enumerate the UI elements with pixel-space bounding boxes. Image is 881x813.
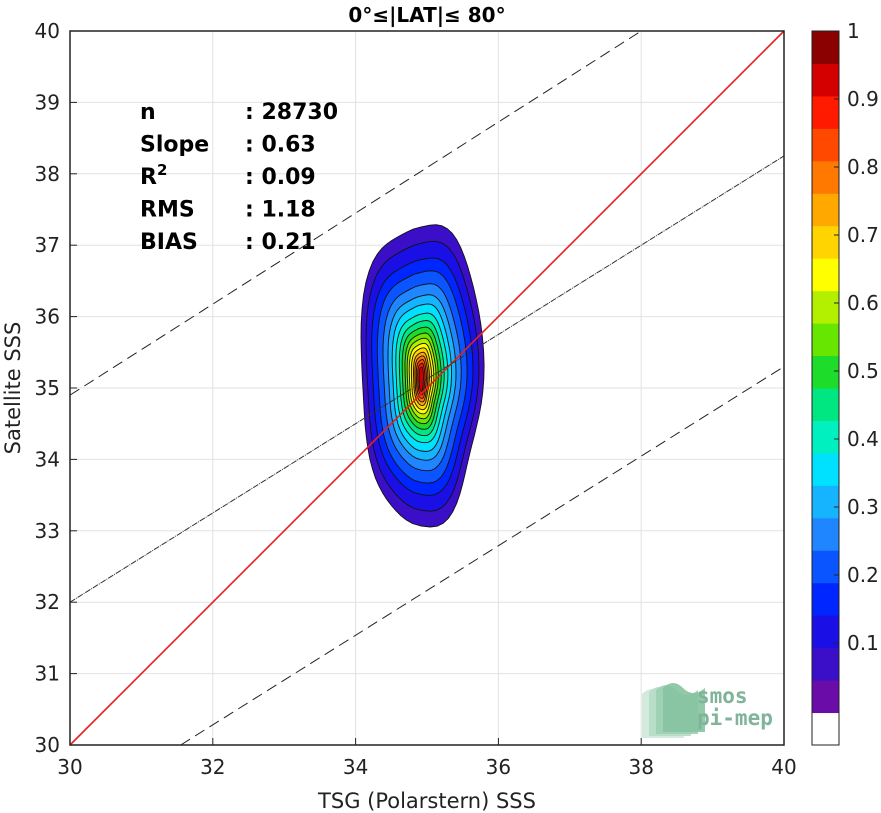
statistics-box: n : 28730 Slope : 0.63 R2 : 0.09 RMS : 1.18 BIAS… [140,100,338,255]
colorbar-swatch [812,355,839,389]
y-tick-label: 38 [35,162,60,186]
x-tick-label: 30 [57,755,82,779]
colorbar-swatch [812,193,839,227]
y-tick-label: 32 [35,590,60,614]
x-axis-label: TSG (Polarstern) SSS [317,789,536,813]
colorbar-swatch [812,452,839,486]
y-axis-label: Satellite SSS [1,322,25,455]
y-tick-label: 36 [35,305,60,329]
stat-value: : 0.09 [245,165,316,190]
colorbar-tick-label: 0.6 [847,291,879,315]
density-contour [418,366,424,392]
colorbar-tick-label: 0.4 [847,427,879,451]
logo-wave-icon [663,683,705,732]
x-tick-label: 36 [486,755,511,779]
chart-title: 0°≤|LAT|≤ 80° [348,3,505,27]
reference-lines [69,30,785,746]
colorbar-swatch [812,63,839,97]
colorbar-swatch [812,712,839,746]
colorbar-swatch [812,680,839,714]
stat-label: R2 [140,161,167,190]
logo-text-smos: smos [697,684,748,708]
dashed-bound-line [180,366,785,746]
colorbar-swatch [812,128,839,162]
colorbar-swatch [812,550,839,584]
y-tick-label: 39 [35,90,60,114]
stat-label: BIAS [140,230,198,255]
x-tick-label: 34 [343,755,368,779]
colorbar: 0.1 0.2 0.3 0.4 0.5 0.6 0.7 0.8 0.9 1 [811,19,879,746]
y-tick-label: 34 [35,447,60,471]
stat-label: n [140,100,156,125]
colorbar-swatch [812,517,839,551]
stat-label: Slope [140,133,209,158]
x-tick-label: 32 [200,755,225,779]
y-tick-label: 40 [35,19,60,43]
colorbar-tick-label: 0.1 [847,631,879,655]
y-tick-label: 35 [35,376,60,400]
stat-label: RMS [140,198,195,223]
colorbar-swatch [812,485,839,519]
colorbar-tick-label: 0.3 [847,495,879,519]
colorbar-swatch [812,647,839,681]
colorbar-swatch [812,95,839,129]
y-axis-ticks: 30 31 32 33 34 35 36 37 38 39 40 [35,19,77,757]
identity-line [69,30,785,746]
colorbar-swatch [812,420,839,454]
colorbar-tick-label: 0.5 [847,359,879,383]
density-contours [360,224,485,528]
y-tick-label: 31 [35,662,60,686]
colorbar-swatch [812,323,839,357]
colorbar-tick-label: 0.2 [847,563,879,587]
stat-value: : 0.63 [245,133,316,158]
colorbar-tick-label: 0.8 [847,155,879,179]
colorbar-tick-label: 1 [847,19,860,43]
y-tick-label: 37 [35,233,60,257]
stat-value: : 0.21 [245,230,316,255]
stat-value: : 28730 [245,100,338,125]
colorbar-tick-label: 0.9 [847,87,879,111]
colorbar-swatch [812,388,839,421]
colorbar-swatch [812,582,839,616]
stat-value: : 1.18 [245,198,316,223]
colorbar-swatch [812,160,839,194]
regression-line [69,155,785,603]
y-tick-label: 30 [35,733,60,757]
x-tick-label: 40 [771,755,796,779]
dashed-bound-line [69,30,642,396]
colorbar-swatch [812,258,839,292]
colorbar-swatch [812,31,839,64]
x-axis-ticks: 30 32 34 36 38 40 [57,738,797,779]
colorbar-frame [811,30,840,746]
y-tick-label: 33 [35,519,60,543]
colorbar-swatch [812,290,839,324]
colorbar-swatch [812,225,839,259]
colorbar-tick-label: 0.7 [847,223,879,247]
x-tick-label: 38 [628,755,653,779]
logo-text-pi-mep: pi-mep [697,706,773,730]
